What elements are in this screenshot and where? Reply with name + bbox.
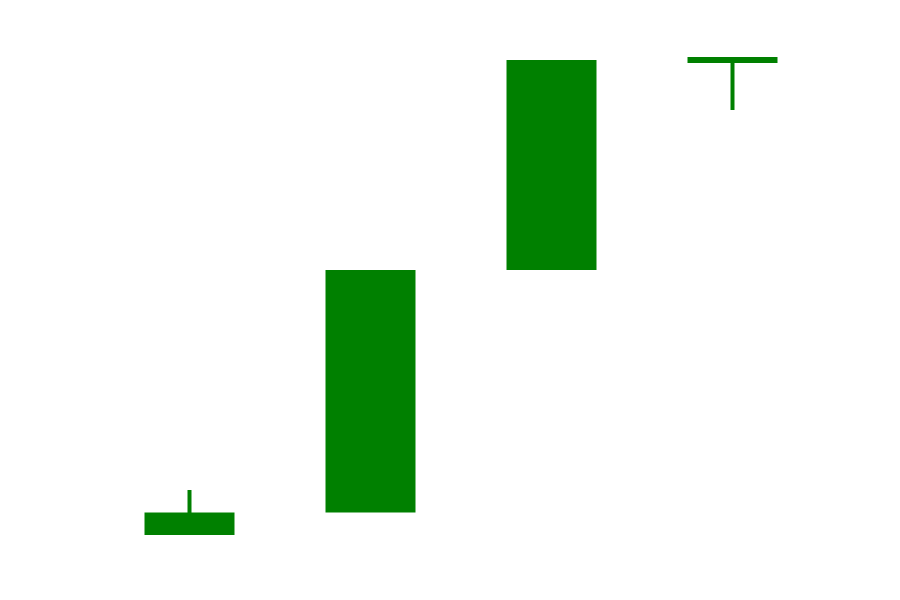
candle-4 (687, 57, 778, 110)
candle-body (325, 270, 416, 513)
candles-group (144, 57, 778, 535)
candle-body (506, 60, 597, 270)
candle-body (144, 512, 235, 535)
candle-1 (144, 490, 235, 535)
candle-3 (506, 60, 597, 270)
candle-2 (325, 270, 416, 513)
